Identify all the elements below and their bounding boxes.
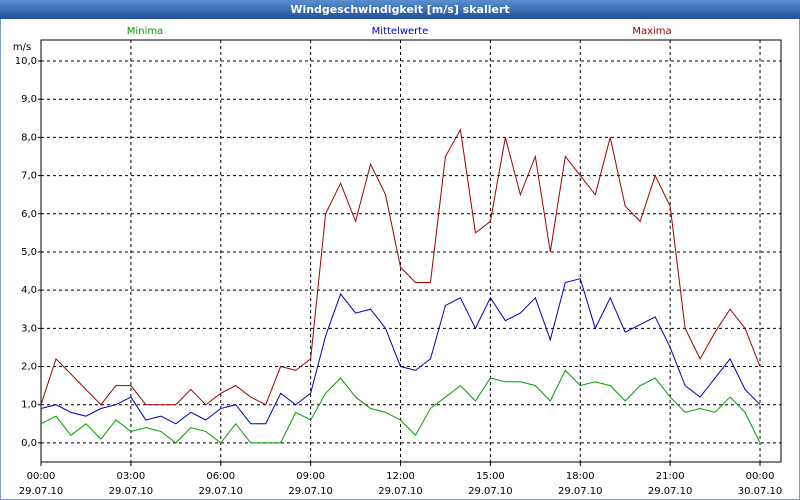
y-tick-label: 1,0 [21, 400, 37, 411]
x-tick-date: 29.07.10 [109, 486, 154, 497]
x-tick-label: 12:00 [386, 471, 415, 482]
x-tick-date: 29.07.10 [378, 486, 423, 497]
x-tick-label: 09:00 [296, 471, 325, 482]
y-axis-label: m/s [13, 42, 31, 53]
y-tick-label: 6,0 [21, 209, 37, 220]
legend-entry: Minima [127, 26, 163, 37]
x-tick-label: 00:00 [746, 471, 775, 482]
x-tick-label: 18:00 [566, 471, 595, 482]
x-tick-date: 30.07.10 [738, 486, 783, 497]
y-tick-label: 7,0 [21, 171, 37, 182]
x-tick-date: 29.07.10 [288, 486, 333, 497]
title-bar [0, 0, 800, 19]
y-tick-label: 9,0 [21, 94, 37, 105]
x-tick-date: 29.07.10 [198, 486, 243, 497]
chart-title: Windgeschwindigkeit [m/s] skaliert [290, 3, 509, 16]
y-tick-label: 10,0 [15, 56, 37, 67]
y-tick-label: 3,0 [21, 323, 37, 334]
x-tick-label: 15:00 [476, 471, 505, 482]
x-tick-date: 29.07.10 [19, 486, 64, 497]
y-tick-label: 2,0 [21, 362, 37, 373]
series-line [40, 369, 761, 444]
series-line [40, 128, 761, 406]
x-tick-date: 29.07.10 [468, 486, 513, 497]
x-tick-date: 29.07.10 [648, 486, 693, 497]
x-tick-date: 29.07.10 [558, 486, 603, 497]
x-tick-label: 00:00 [27, 471, 56, 482]
y-tick-label: 4,0 [21, 285, 37, 296]
series-line [40, 278, 761, 425]
x-tick-label: 06:00 [206, 471, 235, 482]
legend-entry: Mittelwerte [372, 26, 429, 37]
legend-entry: Maxima [632, 26, 671, 37]
x-tick-label: 21:00 [656, 471, 685, 482]
y-tick-label: 0,0 [21, 438, 37, 449]
y-tick-label: 5,0 [21, 247, 37, 258]
y-tick-label: 8,0 [21, 132, 37, 143]
x-tick-label: 03:00 [116, 471, 145, 482]
